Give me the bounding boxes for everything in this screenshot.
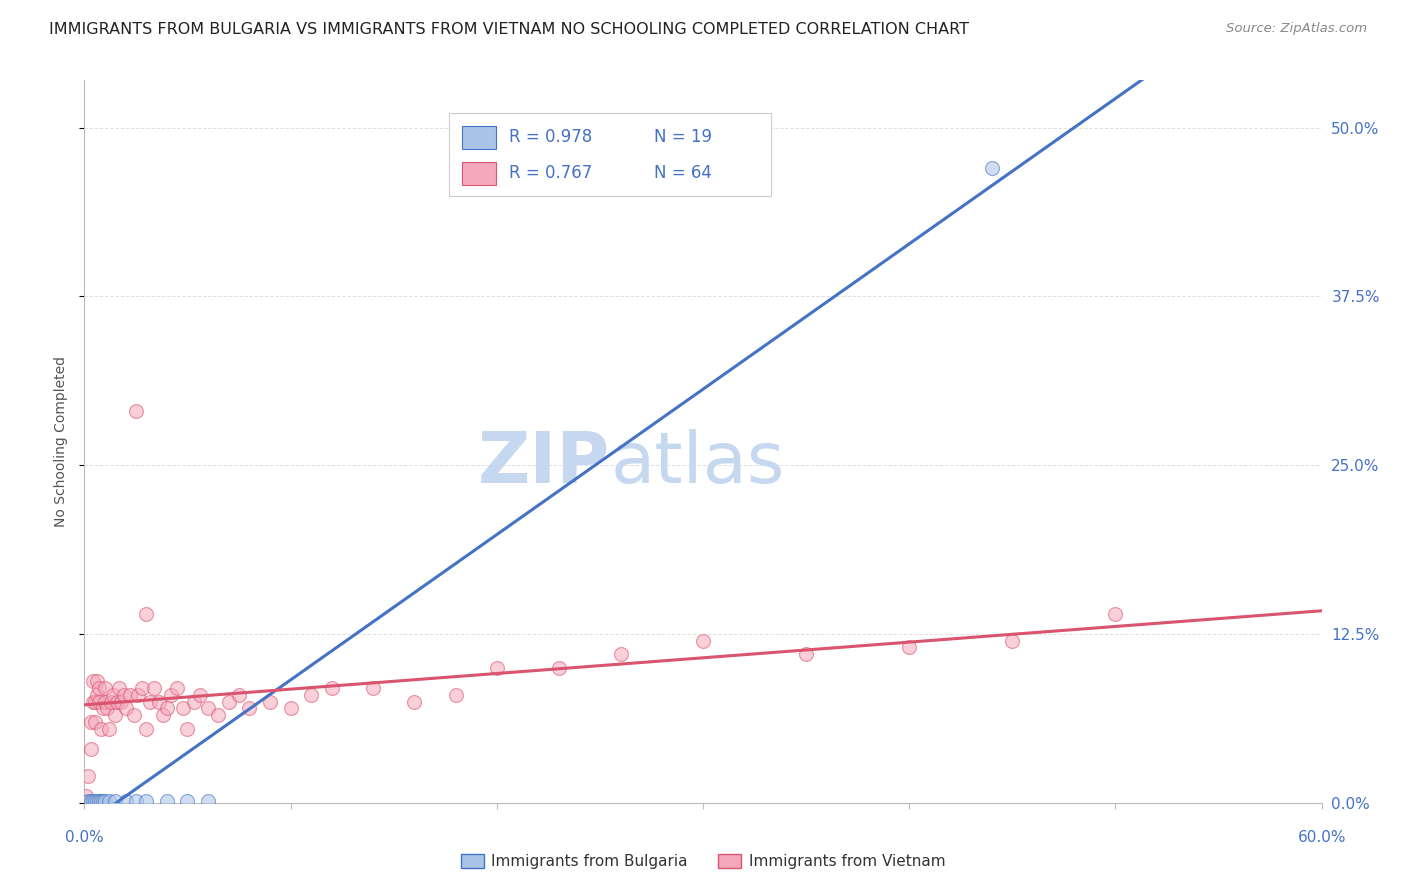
Point xyxy=(1001,633,1024,648)
Point xyxy=(118,688,141,702)
Point xyxy=(83,714,105,729)
Text: N = 64: N = 64 xyxy=(654,164,711,183)
Point xyxy=(87,694,110,708)
Point xyxy=(135,794,157,808)
Legend: Immigrants from Bulgaria, Immigrants from Vietnam: Immigrants from Bulgaria, Immigrants fro… xyxy=(454,848,952,875)
Point xyxy=(207,708,229,723)
Point xyxy=(114,701,136,715)
Point xyxy=(152,708,174,723)
Y-axis label: No Schooling Completed: No Schooling Completed xyxy=(55,356,69,527)
Text: Source: ZipAtlas.com: Source: ZipAtlas.com xyxy=(1226,22,1367,36)
Point xyxy=(83,694,105,708)
Point xyxy=(361,681,384,695)
Point xyxy=(79,741,101,756)
Point xyxy=(79,794,101,808)
Point xyxy=(547,661,569,675)
Point xyxy=(259,694,281,708)
Point xyxy=(86,794,108,808)
Text: N = 19: N = 19 xyxy=(654,128,711,146)
Point xyxy=(87,681,110,695)
Point xyxy=(94,694,117,708)
Point xyxy=(898,640,921,655)
Text: R = 0.767: R = 0.767 xyxy=(509,164,592,183)
Point xyxy=(98,794,121,808)
Point xyxy=(110,694,132,708)
Point xyxy=(94,794,117,808)
Point xyxy=(125,794,148,808)
Point xyxy=(105,694,128,708)
Point xyxy=(299,688,322,702)
Point xyxy=(1104,607,1126,621)
Point xyxy=(485,661,508,675)
Point xyxy=(98,722,121,736)
Point xyxy=(87,794,110,808)
Point xyxy=(238,701,260,715)
Point xyxy=(280,701,302,715)
Point xyxy=(114,794,136,808)
Bar xyxy=(461,162,496,185)
Point xyxy=(104,708,127,723)
Bar xyxy=(461,126,496,149)
Point xyxy=(172,701,194,715)
Point xyxy=(444,688,467,702)
Text: 0.0%: 0.0% xyxy=(65,830,104,846)
Point xyxy=(79,714,101,729)
Point xyxy=(91,794,114,808)
Point xyxy=(143,681,166,695)
Text: IMMIGRANTS FROM BULGARIA VS IMMIGRANTS FROM VIETNAM NO SCHOOLING COMPLETED CORRE: IMMIGRANTS FROM BULGARIA VS IMMIGRANTS F… xyxy=(49,22,969,37)
Point xyxy=(609,647,631,661)
Point xyxy=(176,722,198,736)
Point xyxy=(127,688,149,702)
Point xyxy=(794,647,817,661)
Point xyxy=(83,794,105,808)
Text: 60.0%: 60.0% xyxy=(1298,830,1346,846)
Point xyxy=(404,694,426,708)
Point xyxy=(82,794,104,808)
Point xyxy=(96,701,118,715)
Point xyxy=(135,607,157,621)
Point xyxy=(90,722,112,736)
Point xyxy=(82,674,104,689)
Point xyxy=(166,681,188,695)
Point xyxy=(197,794,219,808)
Text: ZIP: ZIP xyxy=(478,429,610,498)
Point xyxy=(75,789,97,803)
Point xyxy=(131,681,153,695)
Point xyxy=(94,681,117,695)
Point xyxy=(176,794,198,808)
Point xyxy=(156,794,179,808)
Point xyxy=(188,688,211,702)
Point xyxy=(692,633,714,648)
Point xyxy=(156,701,179,715)
Point xyxy=(100,694,122,708)
Point xyxy=(77,794,100,808)
Point xyxy=(86,688,108,702)
Point xyxy=(82,694,104,708)
Point xyxy=(183,694,205,708)
Point xyxy=(77,769,100,783)
Point xyxy=(103,688,125,702)
Point xyxy=(122,708,145,723)
Point xyxy=(90,794,112,808)
Text: R = 0.978: R = 0.978 xyxy=(509,128,592,146)
Point xyxy=(125,404,148,418)
Point xyxy=(218,694,240,708)
Point xyxy=(139,694,162,708)
Point xyxy=(135,722,157,736)
Point xyxy=(108,681,131,695)
Point xyxy=(75,795,97,809)
Point xyxy=(980,161,1002,175)
Point xyxy=(104,794,127,808)
Point xyxy=(112,688,135,702)
Point xyxy=(160,688,183,702)
Point xyxy=(321,681,343,695)
Point xyxy=(228,688,250,702)
Text: atlas: atlas xyxy=(610,429,785,498)
Point xyxy=(91,701,114,715)
Point xyxy=(86,674,108,689)
FancyBboxPatch shape xyxy=(450,112,770,196)
Point xyxy=(197,701,219,715)
Point xyxy=(148,694,170,708)
